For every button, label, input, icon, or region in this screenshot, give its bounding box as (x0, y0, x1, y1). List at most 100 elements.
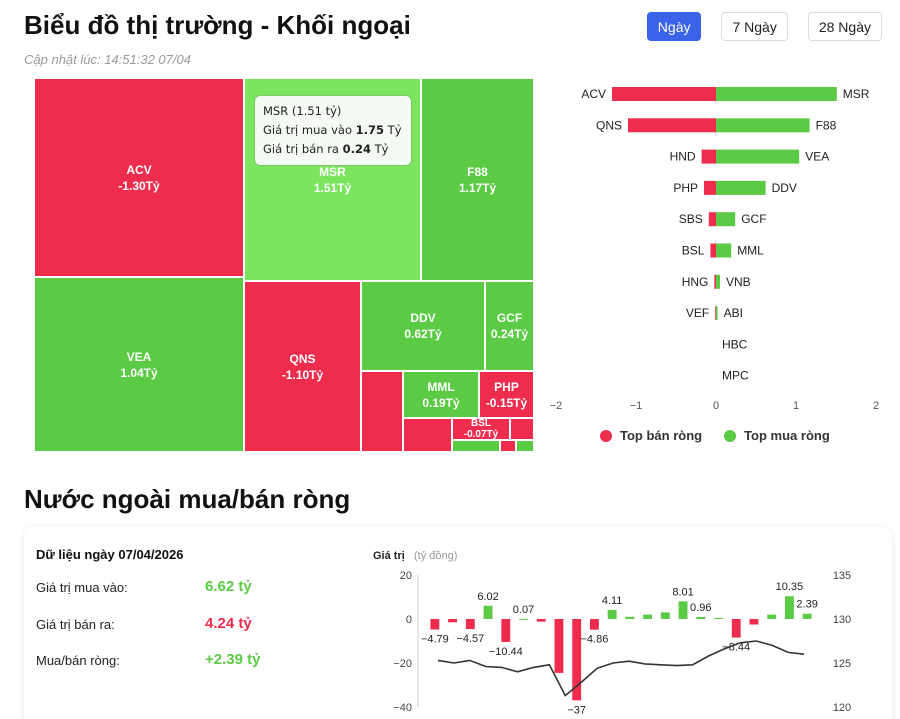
treemap-tile-mml[interactable]: MML 0.19Tỷ (403, 371, 479, 418)
net-bar (589, 619, 599, 630)
net-bar-label: −4.57 (456, 633, 484, 645)
period-7days-button[interactable]: 7 Ngày (721, 12, 788, 41)
buy-bar (716, 306, 718, 321)
net-value: +2.39 tỷ (205, 651, 261, 668)
treemap: ACV -1.30Tỷ MSR 1.51Tỷ F88 1.17Tỷ VEA 1.… (34, 78, 534, 452)
treemap-tile-php[interactable]: PHP -0.15Tỷ (479, 371, 534, 418)
buy-ticker-label: MSR (843, 87, 870, 101)
y-right-tick-label: 125 (833, 658, 851, 670)
treemap-tooltip: MSR (1.51 tỷ) Giá trị mua vào 1.75 Tỷ Gi… (254, 95, 412, 166)
buy-bar (716, 149, 800, 164)
sell-bar (612, 87, 716, 101)
net-flow-chart: Giá trị (tỷ đồng)20 0 −20 −40 135 130 125 120 −4.… (373, 550, 851, 716)
bar-chart-legend: Top bán ròng Top mua ròng (600, 428, 830, 443)
tile-value: -1.30Tỷ (118, 178, 160, 193)
net-bar-label: 10.35 (776, 581, 804, 593)
net-bar (731, 619, 741, 638)
sell-ticker-label: VEF (686, 306, 709, 320)
sell-bar (704, 180, 716, 195)
treemap-tile-ddv[interactable]: DDV 0.62Tỷ (361, 281, 485, 371)
tile-ticker: VEA (126, 349, 152, 364)
net-bar (767, 614, 777, 619)
tile-value: 1.04Tỷ (120, 365, 158, 380)
legend-sell-dot (600, 429, 612, 442)
tile-ticker: MSR (319, 164, 346, 179)
sell-bar (701, 149, 716, 164)
net-bar (625, 616, 635, 619)
buy-bar (716, 180, 766, 195)
legend-buy[interactable]: Top mua ròng (724, 428, 830, 443)
net-bar (643, 614, 653, 619)
tile-value: 0.19Tỷ (422, 395, 460, 410)
treemap-tile-f88[interactable]: F88 1.17Tỷ (421, 78, 534, 281)
net-bar (678, 601, 688, 619)
tile-value: 0.62Tỷ (404, 327, 442, 341)
tooltip-sell-label: Giá trị bán ra (263, 142, 339, 156)
buy-ticker-label: VNB (726, 275, 751, 289)
sell-ticker-label: ACV (581, 87, 606, 101)
period-28days-button[interactable]: 28 Ngày (807, 12, 882, 41)
tile-value: -0.15Tỷ (485, 395, 528, 410)
treemap-tile-small[interactable] (510, 418, 534, 440)
net-bar (696, 616, 706, 619)
net-bar (519, 618, 528, 620)
buy-ticker-label: F88 (816, 118, 837, 132)
y-axis-unit: (tỷ đồng) (414, 550, 457, 562)
tile-ticker: ACV (126, 162, 152, 177)
sell-label: Giá trị bán ra: (36, 617, 115, 632)
tile-value: 0.24Tỷ (490, 327, 529, 341)
tile-ticker: PHP (494, 379, 519, 394)
buy-bar (716, 274, 720, 289)
y-left-tick-label: 0 (406, 614, 412, 626)
net-bar (554, 619, 564, 673)
legend-buy-dot (724, 429, 737, 442)
y-right-tick-label: 120 (833, 702, 851, 714)
treemap-tile-small[interactable] (516, 440, 534, 452)
tile-value: -1.10Tỷ (281, 367, 324, 382)
tile-ticker: GCF (496, 311, 523, 325)
summary-card (24, 526, 892, 719)
y-axis-title: Giá trị (373, 550, 405, 562)
treemap-tile-qns[interactable]: QNS -1.10Tỷ (244, 281, 361, 452)
y-left-tick-label: 20 (400, 570, 412, 582)
treemap-tile-gcf[interactable]: GCF 0.24Tỷ (485, 281, 534, 371)
buy-ticker-label: DDV (772, 181, 797, 195)
sell-ticker-label: HNG (682, 275, 709, 289)
tile-ticker: QNS (289, 351, 316, 366)
net-bar (802, 613, 812, 619)
top-net-bar-chart: ACV MSR QNS F88 HND VEA PHP DDV SBS GCF BSL MML HNG V… (550, 87, 879, 412)
legend-sell[interactable]: Top bán ròng (600, 428, 702, 443)
tile-value: -0.07Tỷ (463, 429, 499, 440)
sell-bar (715, 306, 716, 321)
summary-date: Dữ liệu ngày 07/04/2026 (36, 547, 184, 562)
net-bar-label: −37 (567, 704, 586, 716)
sell-ticker-label: SBS (679, 212, 703, 226)
treemap-tile-small[interactable] (403, 418, 452, 452)
net-bar-label: 4.11 (602, 595, 623, 607)
buy-bar (716, 118, 810, 133)
treemap-tile-small[interactable] (500, 440, 516, 452)
treemap-tile-vea[interactable]: VEA 1.04Tỷ (34, 277, 244, 452)
sell-ticker-label: QNS (596, 118, 622, 132)
sell-value: 4.24 tỷ (205, 615, 252, 632)
treemap-tile-small[interactable] (452, 440, 500, 452)
net-bar-label: 0.96 (690, 602, 711, 614)
x-tick-label: 1 (793, 400, 799, 412)
y-left-tick-label: −20 (393, 658, 412, 670)
legend-sell-label: Top bán ròng (620, 428, 703, 443)
net-bar (749, 619, 759, 625)
tooltip-buy-value: 1.75 (355, 123, 385, 137)
sell-bar (710, 243, 716, 258)
treemap-tile-bsl[interactable]: BSL -0.07Tỷ (452, 418, 510, 440)
buy-label: Giá trị mua vào: (36, 580, 128, 595)
tile-value: 1.51Tỷ (313, 180, 352, 195)
period-day-button[interactable]: Ngày (646, 12, 702, 41)
net-bar (784, 596, 794, 619)
treemap-tile-small[interactable] (361, 371, 403, 452)
net-bar (448, 619, 458, 623)
treemap-tile-acv[interactable]: ACV -1.30Tỷ (34, 78, 244, 277)
sell-ticker-label: PHP (673, 181, 698, 195)
net-bar (660, 612, 670, 619)
net-bar-label: 8.01 (672, 586, 693, 598)
net-label: Mua/bán ròng: (36, 653, 120, 668)
